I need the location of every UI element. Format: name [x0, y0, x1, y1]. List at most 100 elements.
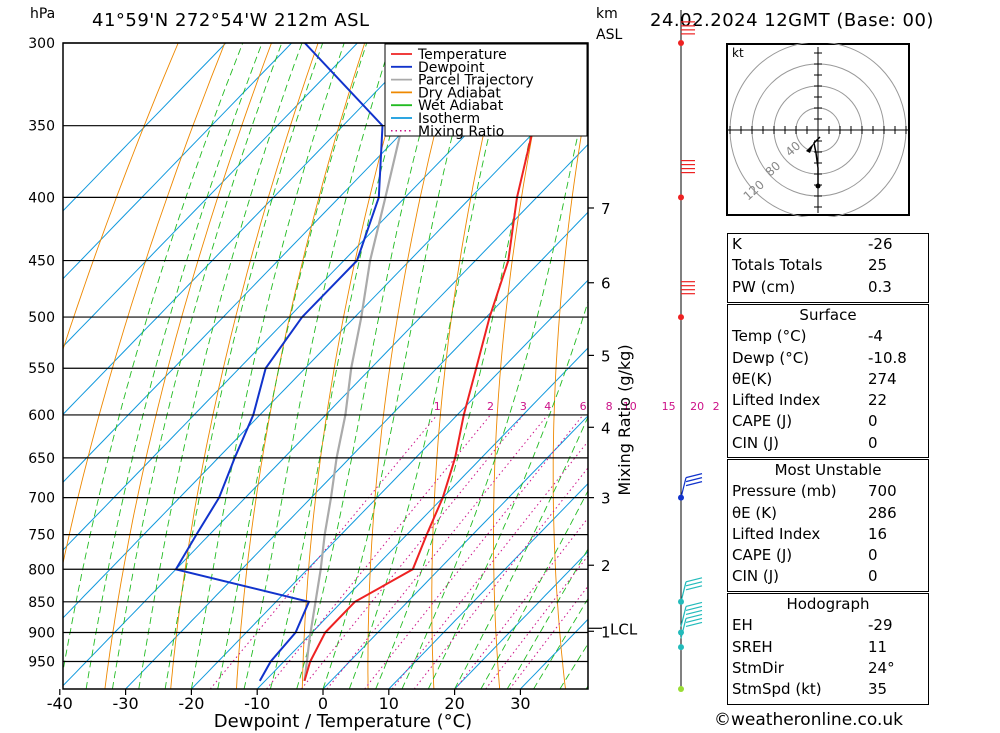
most-unstable-title: Most Unstable	[774, 461, 882, 479]
km-tick-label: 6	[601, 275, 611, 293]
parcel-trajectory-line	[303, 43, 425, 682]
isotherm-line	[63, 43, 358, 348]
wind-barb	[680, 581, 687, 602]
isotherm-line	[63, 43, 292, 280]
pressure-tick-label: 500	[28, 310, 55, 326]
pressure-tick-label: 700	[28, 491, 55, 507]
temperature-tick-label: 20	[444, 694, 464, 713]
surface-row: Temp (°C) -4	[732, 327, 883, 346]
mixing-ratio-line	[391, 440, 588, 689]
wet-adiabat-line	[480, 489, 588, 689]
wind-barb	[685, 621, 703, 627]
mixing-ratio-line	[509, 585, 588, 689]
temperature-tick-label: 0	[318, 694, 328, 713]
dry-adiabat-line	[667, 43, 697, 689]
km-tick-label: 3	[601, 490, 611, 508]
hodograph-unit-label: kt	[732, 46, 744, 60]
wind-barb	[685, 581, 703, 587]
mixing-ratio-label: 4	[544, 400, 551, 413]
index-row-pw: PW (cm) 0.3	[732, 277, 892, 296]
pressure-tick-label: 950	[28, 654, 55, 670]
mixing-ratio-label: 1	[434, 400, 441, 413]
most-unstable-box: Most Unstable Pressure (mb) 700 θE (K) 286…	[727, 459, 929, 592]
wind-barb	[680, 606, 687, 627]
wind-level-dot	[678, 314, 684, 321]
dry-adiabat-line	[431, 43, 506, 689]
mixing-ratio-label: 25	[713, 400, 720, 413]
wind-barb	[685, 577, 703, 583]
mu-row: CIN (J) 0	[732, 567, 878, 586]
pressure-tick-label: 450	[28, 254, 55, 270]
wet-adiabat-line	[533, 597, 588, 689]
mixing-ratio-line	[301, 414, 524, 689]
location-title: 41°59'N 272°54'W 212m ASL	[92, 10, 370, 31]
temperature-tick-label: -10	[244, 694, 270, 713]
hpa-unit-label: hPa	[30, 6, 56, 22]
wet-adiabat-line	[217, 43, 368, 689]
legend-label: Temperature	[417, 47, 507, 63]
mixing-ratio-line	[485, 555, 588, 689]
wet-adiabat-line	[375, 43, 552, 689]
mu-row: Lifted Index 16	[732, 524, 888, 543]
plot-frame	[62, 42, 589, 690]
isotherm-line	[388, 482, 588, 689]
isotherm-line	[63, 43, 424, 416]
legend-label: Isotherm	[418, 111, 480, 127]
pressure-tick-label: 800	[28, 562, 55, 578]
mixing-ratio-label: 15	[662, 400, 676, 413]
hodograph-stats-box: Hodograph EH -29 SREH 11 StmDir 24° StmSpd …	[727, 593, 929, 705]
dry-adiabat-line	[63, 43, 179, 351]
mixing-ratio-label: 6	[580, 400, 587, 413]
wind-barb	[685, 601, 703, 608]
isotherm-line	[63, 75, 588, 619]
wind-level-dot	[678, 686, 684, 692]
mixing-ratio-label: 20	[690, 400, 704, 413]
wind-level-dot	[678, 644, 684, 651]
pressure-tick-label: 900	[28, 625, 55, 641]
surface-title: Surface	[799, 306, 857, 324]
hodograph-point	[815, 183, 821, 189]
dry-adiabat-line	[236, 43, 366, 689]
pressure-tick-label: 350	[28, 119, 55, 135]
surface-row: CIN (J) 0	[732, 433, 878, 452]
wet-adiabat-line	[63, 43, 244, 674]
mixing-ratio-label: 3	[520, 400, 527, 413]
temperature-tick-label: -30	[113, 694, 139, 713]
temperature-tick-label: -20	[178, 694, 204, 713]
km-tick-label: 5	[601, 347, 611, 365]
mu-row: θE (K) 286	[732, 503, 897, 522]
mixing-ratio-label: 2	[487, 400, 494, 413]
pressure-tick-label: 600	[28, 408, 55, 424]
km-unit-label: km	[596, 6, 618, 22]
km-tick-label: 2	[601, 557, 611, 575]
mixing-ratio-line	[364, 414, 584, 689]
mixing-ratio-axis-label: Mixing Ratio (g/kg)	[615, 344, 634, 495]
hodograph-stats-title: Hodograph	[786, 595, 870, 613]
credit-link[interactable]: ©weatheronline.co.uk	[714, 710, 904, 730]
hodo-row: StmDir 24°	[732, 658, 895, 677]
wind-barb	[680, 477, 687, 498]
hodo-row: StmSpd (kt) 35	[732, 680, 888, 699]
wind-barb	[685, 473, 703, 479]
hodograph-trace	[813, 136, 821, 186]
hodograph: kt 40 80 120	[726, 43, 910, 217]
surface-row: Dewp (°C) -10.8	[732, 348, 907, 367]
wind-barb	[680, 618, 687, 639]
skew-t-chart: 1234681015202530035040045050055060065070…	[28, 10, 720, 732]
dry-adiabat-line	[104, 43, 272, 689]
wet-adiabat-line	[506, 548, 588, 689]
km-tick-label: 7	[601, 200, 611, 218]
isotherm-line	[63, 43, 556, 551]
isotherm-line	[585, 686, 588, 689]
dry-adiabat-line	[493, 43, 552, 689]
datetime-title: 24.02.2024 12GMT (Base: 00)	[650, 10, 934, 31]
wind-level-dot	[678, 194, 684, 201]
isotherm-line	[520, 618, 588, 689]
pressure-tick-label: 650	[28, 451, 55, 467]
wet-adiabat-line	[585, 685, 588, 689]
km-tick-label: 1	[601, 623, 611, 641]
index-row-k: K -26	[732, 235, 893, 253]
index-row-totals: Totals Totals 25	[732, 256, 888, 275]
wet-adiabat-line	[322, 43, 477, 689]
